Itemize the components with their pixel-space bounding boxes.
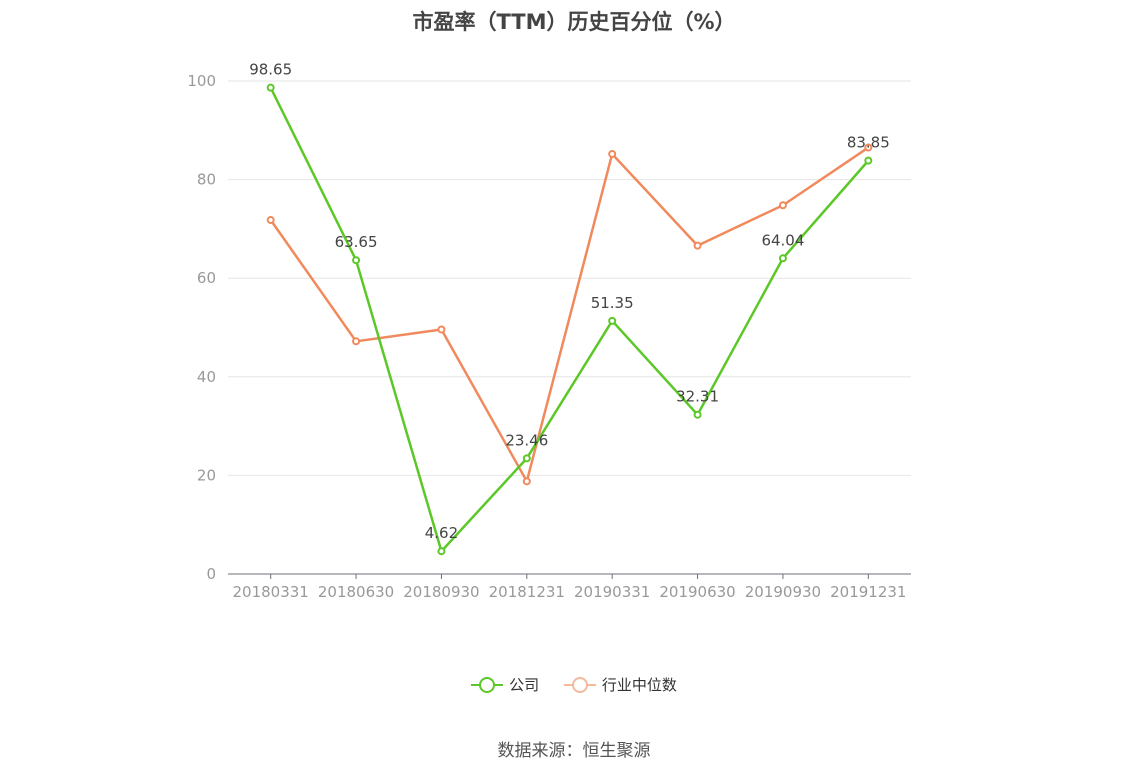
data-labels: 98.65 63.65 4.62 23.46 51.35 32.31 64.04 83.85 xyxy=(249,61,890,543)
source-note: 数据来源：恒生聚源 xyxy=(497,741,651,761)
x-tick-label: 20191231 xyxy=(830,583,906,601)
data-point-company xyxy=(522,454,531,463)
y-tick-label: 20 xyxy=(197,466,216,484)
data-point-company xyxy=(266,83,275,92)
x-tick-label: 20190930 xyxy=(745,583,821,601)
legend: 公司 行业中位数 xyxy=(0,674,1148,699)
data-label: 98.65 xyxy=(249,61,292,79)
x-tick-label: 20180630 xyxy=(318,583,394,601)
data-point-industry xyxy=(608,149,617,158)
axes: 0 20 40 60 80 100 20180331 20180630 20180930 2018… xyxy=(187,72,911,601)
data-label: 83.85 xyxy=(847,134,890,152)
series-industry xyxy=(266,143,873,486)
grid-lines xyxy=(228,80,911,476)
data-point-industry xyxy=(693,241,702,250)
series-line-industry xyxy=(269,146,870,483)
x-tick-label: 20190331 xyxy=(574,583,650,601)
data-point-industry xyxy=(352,337,361,346)
legend-label-industry: 行业中位数 xyxy=(601,676,677,694)
data-point-company xyxy=(352,256,361,265)
data-point-company xyxy=(864,156,873,165)
data-point-company xyxy=(778,254,787,263)
legend-marker-company xyxy=(471,675,504,695)
y-tick-label: 60 xyxy=(197,269,216,287)
legend-label-company: 公司 xyxy=(509,676,540,694)
x-tick-label: 20181231 xyxy=(489,583,565,601)
x-tick-label: 20180331 xyxy=(233,583,309,601)
chart-title: 市盈率（TTM）历史百分位（%） xyxy=(412,10,736,34)
data-point-industry xyxy=(266,216,275,225)
legend-marker-industry xyxy=(563,675,596,695)
y-tick-label: 80 xyxy=(197,171,216,189)
data-point-industry xyxy=(437,325,446,334)
y-tick-label: 100 xyxy=(187,72,216,90)
data-point-company xyxy=(608,316,617,325)
legend-item-company[interactable]: 公司 xyxy=(471,674,539,695)
y-tick-label: 40 xyxy=(197,368,216,386)
y-tick-label: 0 xyxy=(206,565,216,583)
series-line-company xyxy=(269,87,870,553)
series-company xyxy=(266,83,873,556)
data-label: 51.35 xyxy=(591,294,634,312)
data-point-company xyxy=(437,547,446,556)
data-point-industry xyxy=(864,143,873,152)
x-tick-label: 20190630 xyxy=(659,583,735,601)
legend-item-industry[interactable]: 行业中位数 xyxy=(563,674,677,695)
data-label: 64.04 xyxy=(761,231,804,249)
x-tick-label: 20180930 xyxy=(403,583,479,601)
data-label: 32.31 xyxy=(676,388,719,406)
data-point-industry xyxy=(522,477,531,486)
data-point-company xyxy=(693,410,702,419)
data-label: 63.65 xyxy=(335,233,378,251)
data-point-industry xyxy=(778,201,787,210)
data-label: 23.46 xyxy=(505,431,548,449)
data-label: 4.62 xyxy=(425,524,458,542)
